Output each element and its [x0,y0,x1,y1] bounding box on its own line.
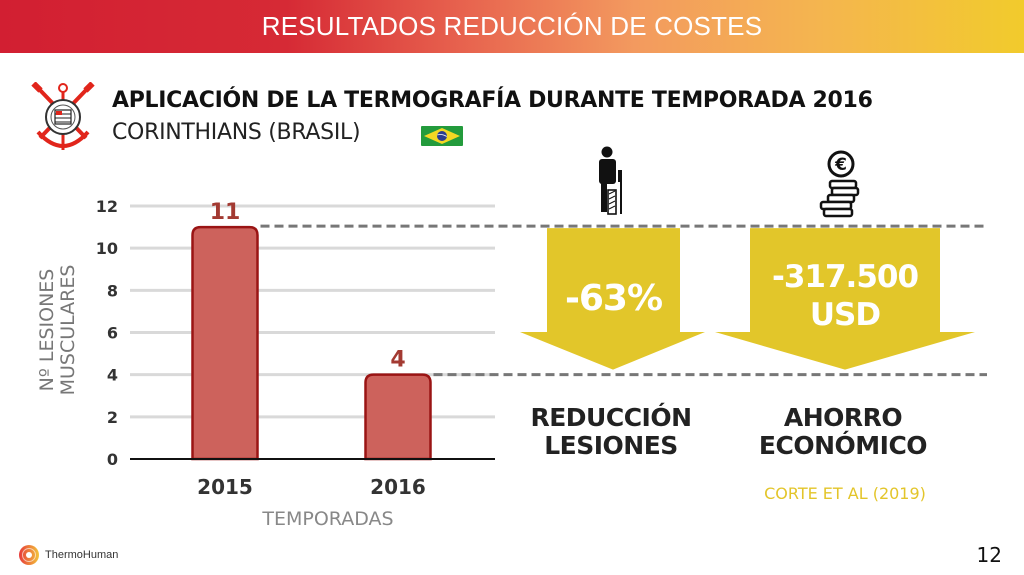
reduction-label: REDUCCIÓN LESIONES [506,404,716,460]
citation: CORTE ET AL (2019) [764,484,926,503]
svg-text:€: € [834,155,847,175]
y-tick-label: 12 [96,197,118,216]
thermohuman-logo-icon [19,545,39,565]
data-label: 11 [210,200,241,225]
savings-label: AHORRO ECONÓMICO [738,404,948,460]
y-tick-label: 6 [107,324,118,343]
y-tick-label: 4 [107,366,118,385]
header-banner: RESULTADOS REDUCCIÓN DE COSTES [0,0,1024,53]
reduction-value: -63% [564,278,663,319]
brazil-flag-icon [421,126,463,146]
savings-arrow [715,228,975,370]
savings-label-line-2: ECONÓMICO [758,431,928,460]
page-number: 12 [976,543,1002,567]
y-tick-label: 0 [107,450,118,469]
heading-line-1: APLICACIÓN DE LA TERMOGRAFÍA DURANTE TEM… [112,88,873,113]
corinthians-crest-icon [31,82,95,150]
y-tick-label: 8 [107,281,118,300]
slide-title: RESULTADOS REDUCCIÓN DE COSTES [261,11,763,41]
heading-line-2: CORINTHIANS (BRASIL) [112,120,361,145]
bar-2015 [191,225,259,461]
x-tick-label: 2016 [370,475,426,499]
injured-person-crutch-icon [599,146,622,215]
y-axis-title-line-2: MUSCULARES [57,264,79,396]
savings-value: -317.500 USD [750,258,940,334]
reduction-label-line-1: REDUCCIÓN [530,403,692,432]
reduction-arrow [520,228,705,370]
data-label: 4 [390,348,405,373]
euro-coins-stack-icon: € [819,150,860,218]
bar-2016 [364,373,432,461]
reduction-label-line-2: LESIONES [544,431,678,460]
y-axis-title-line-1: Nº LESIONES [36,268,58,392]
y-tick-label: 2 [107,408,118,427]
y-tick-label: 10 [96,239,118,258]
x-tick-label: 2015 [197,475,253,499]
thermohuman-logo: ThermoHuman [18,544,118,566]
logo-text: ThermoHuman [45,549,119,561]
savings-value-line-1: -317.500 [771,259,919,295]
savings-label-line-1: AHORRO [783,403,903,432]
savings-value-line-2: USD [809,297,881,333]
x-axis-title: TEMPORADAS [262,508,394,530]
y-axis-title: Nº LESIONES MUSCULARES [36,264,79,396]
